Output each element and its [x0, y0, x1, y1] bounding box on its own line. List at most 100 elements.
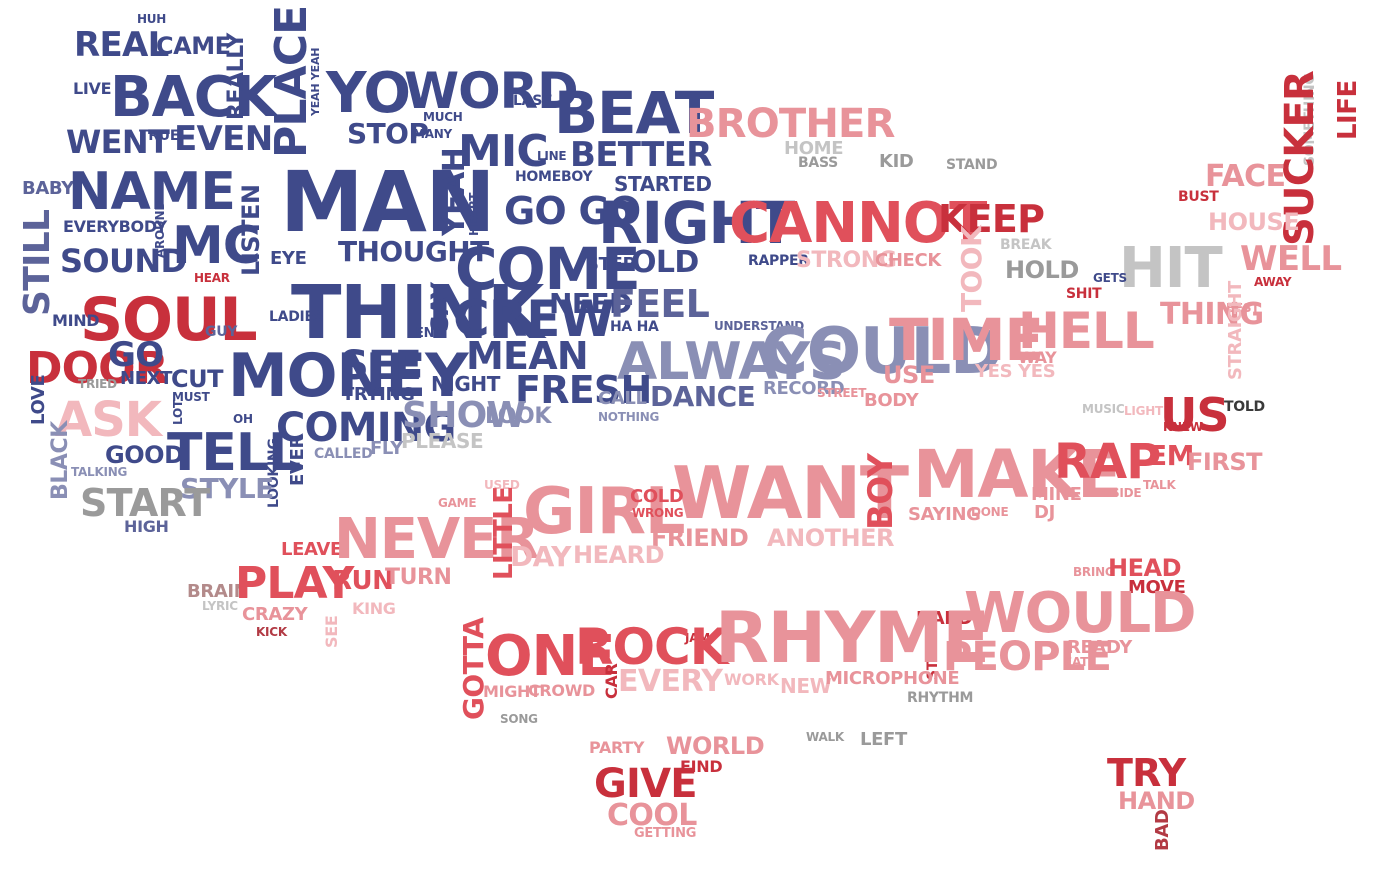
word: MIC	[458, 126, 549, 177]
word: SHOW	[402, 395, 526, 436]
word: GAME	[438, 496, 477, 510]
word: COME	[455, 235, 641, 303]
word: STAND	[946, 157, 998, 173]
word: STOP	[347, 117, 429, 150]
word: UNDERSTAND	[714, 319, 804, 333]
word: NEVER	[334, 507, 539, 572]
word: TIME	[889, 306, 1044, 374]
word: NAME	[68, 162, 236, 222]
word: LADIES	[269, 309, 324, 325]
word: MC	[172, 216, 261, 276]
word: JAM	[685, 631, 710, 645]
word: OH	[233, 412, 253, 426]
word: STILL	[17, 209, 58, 316]
word: EM	[1148, 439, 1194, 472]
word: PEOPLE	[943, 634, 1112, 680]
word: LAST	[513, 93, 552, 109]
word: KICK	[256, 625, 287, 639]
word: FRESH	[515, 368, 652, 412]
word: MAN	[280, 153, 496, 251]
word: MICROPHONE	[825, 668, 960, 689]
word: NEXT	[120, 368, 173, 389]
word: BASS	[798, 155, 838, 171]
word: YEAH YEAH	[309, 47, 322, 116]
word: FACE	[1205, 159, 1286, 194]
word: EAT	[1064, 655, 1089, 669]
word: FRIEND	[651, 524, 749, 552]
word: STEP	[586, 254, 636, 275]
word: TRY	[1107, 751, 1186, 795]
word: MINE	[1031, 484, 1082, 505]
word: MIND	[52, 311, 100, 330]
word: THOUGHT	[338, 235, 489, 268]
word: USE	[883, 361, 935, 389]
word: END	[415, 326, 445, 341]
word: RHYME	[715, 597, 990, 679]
word: TRIED	[78, 377, 117, 391]
word: BLACK	[48, 421, 73, 500]
word: TRUE	[139, 128, 180, 144]
word: WOULD	[964, 581, 1197, 646]
word: EVER	[287, 435, 308, 486]
word: HOMEBOY	[515, 169, 593, 185]
word: TOOK	[955, 225, 988, 312]
word: LIVE	[73, 79, 112, 98]
word: BABY	[22, 178, 74, 199]
word: SAYING	[908, 504, 981, 525]
word: DJ	[1034, 502, 1055, 523]
word: BREAK	[1000, 237, 1052, 253]
word: CANNOT	[729, 191, 987, 256]
word: HARD	[916, 608, 973, 629]
word: KID	[879, 151, 914, 172]
word: YEAH	[437, 147, 472, 236]
word: TALKING	[71, 465, 128, 479]
word: FLY	[370, 438, 403, 459]
word: HELL	[1018, 302, 1155, 360]
word: NOTHING	[598, 410, 660, 424]
word: RUN	[332, 566, 394, 596]
word: TELL	[167, 423, 301, 483]
word: WANT	[672, 451, 909, 535]
word: OLD	[631, 245, 699, 280]
word: STRONG	[796, 248, 897, 273]
word: FEEL	[610, 282, 710, 326]
word: INSIDE	[1097, 486, 1142, 500]
word: GO GO	[504, 189, 641, 233]
word: GETS	[1093, 271, 1127, 285]
word: HIT	[1119, 236, 1223, 301]
word: PLAY	[235, 558, 354, 609]
word: RIGHT	[598, 189, 795, 257]
word: HAND	[1118, 787, 1195, 815]
word: LIGHT	[1124, 404, 1163, 418]
word: COLD	[630, 486, 684, 507]
word: LYRIC	[202, 599, 238, 613]
word: FIND	[680, 757, 723, 776]
word: WELL	[1240, 239, 1342, 279]
word: BROTHER	[686, 101, 895, 147]
word: GETTING	[634, 826, 697, 841]
word: BAD	[1152, 809, 1173, 851]
word: EVEN	[174, 119, 273, 159]
word: HEAR	[194, 271, 230, 285]
word: SOUND	[60, 242, 187, 280]
word: HEARD	[573, 541, 665, 569]
word: RAPPER	[748, 253, 809, 269]
word: WORK	[724, 670, 779, 689]
word: LOVE	[28, 374, 49, 425]
word: FIRST	[1187, 448, 1263, 476]
word: RECORD	[763, 378, 845, 399]
word: SEE	[340, 343, 422, 389]
word: START	[80, 481, 210, 525]
word: CREW	[453, 290, 615, 348]
word: WRONG	[632, 506, 684, 520]
word: CALLED	[314, 446, 373, 462]
word: GOOD	[105, 441, 184, 469]
word: LOOK	[485, 404, 551, 429]
word: MEAN	[466, 334, 589, 378]
word: BODY	[864, 390, 919, 411]
word: CALL	[598, 388, 647, 409]
word: HA HA	[610, 319, 659, 335]
word: CUT	[171, 365, 224, 393]
word: BRAIN	[187, 581, 249, 602]
